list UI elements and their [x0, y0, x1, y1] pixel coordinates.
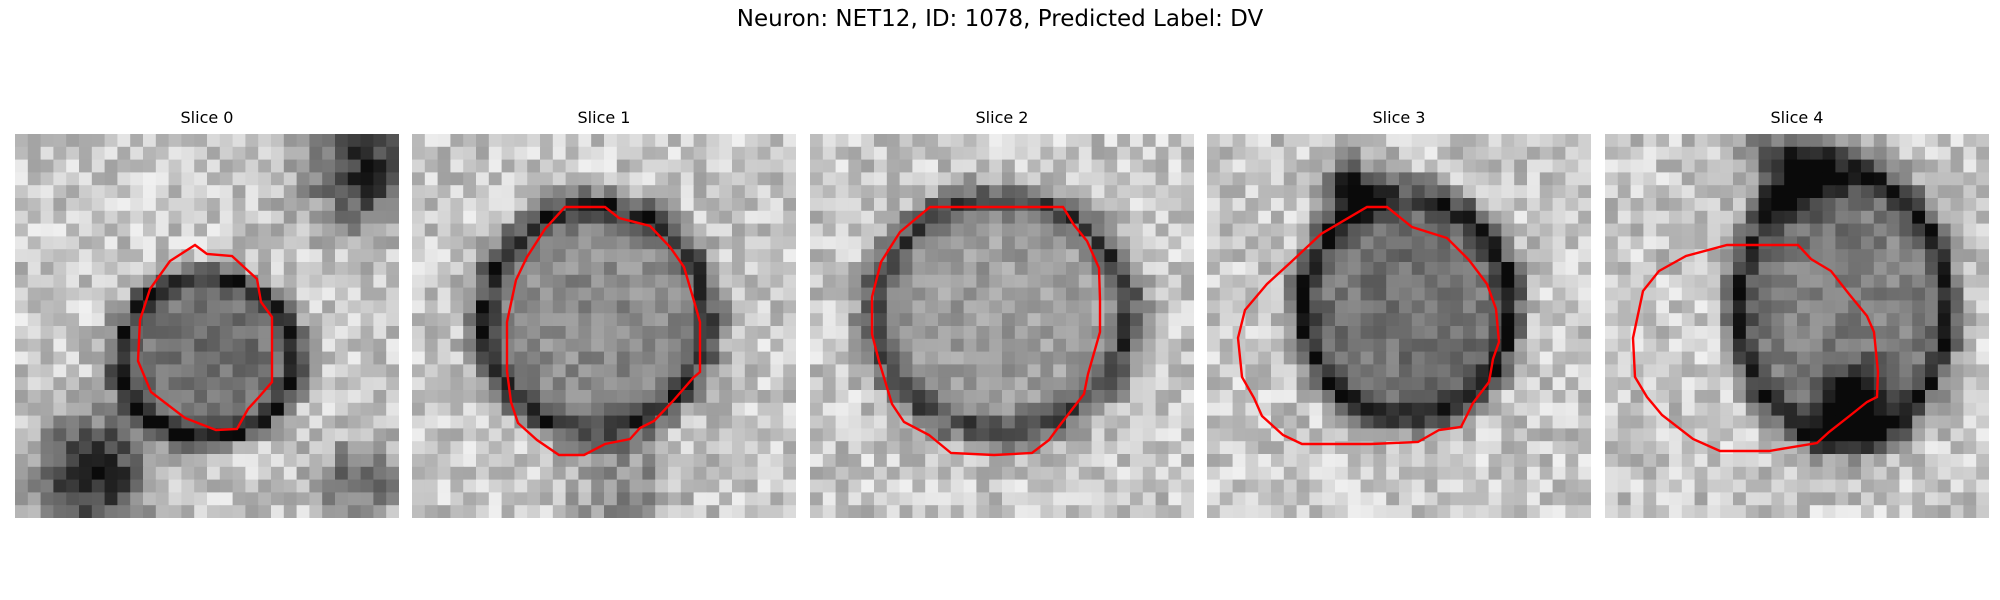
slice-title: Slice 3 [1372, 108, 1426, 127]
slice-title: Slice 0 [180, 108, 234, 127]
roi-contour [1236, 205, 1501, 446]
microscopy-pixels [412, 134, 796, 518]
slice-title: Slice 2 [975, 108, 1029, 127]
slice-image-4 [1605, 134, 1989, 518]
roi-contour [136, 243, 274, 432]
slice-image-1 [412, 134, 796, 518]
slice-title: Slice 1 [577, 108, 631, 127]
microscopy-pixels [15, 134, 399, 518]
slice-image-3 [1207, 134, 1591, 518]
slice-image-0 [15, 134, 399, 518]
figure-title: Neuron: NET12, ID: 1078, Predicted Label… [736, 6, 1264, 32]
microscopy-pixels [810, 134, 1194, 518]
roi-contour [870, 205, 1102, 457]
microscopy-pixels [1605, 134, 1989, 518]
slice-image-2 [810, 134, 1194, 518]
roi-contour [1631, 243, 1880, 453]
slice-title: Slice 4 [1770, 108, 1824, 127]
microscopy-pixels [1207, 134, 1591, 518]
roi-contour [505, 205, 702, 457]
